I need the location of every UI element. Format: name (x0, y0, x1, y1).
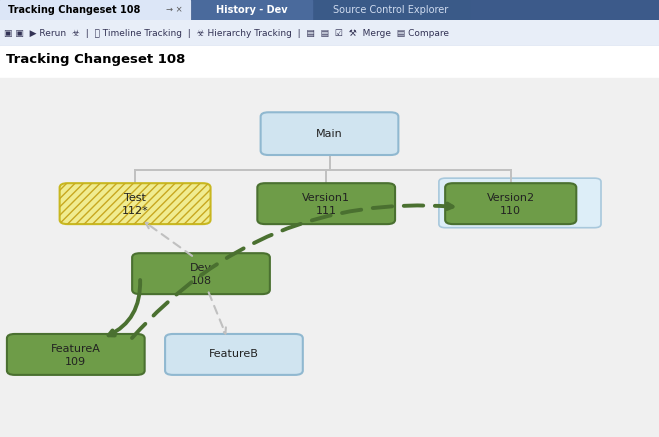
FancyBboxPatch shape (7, 334, 145, 375)
FancyBboxPatch shape (257, 183, 395, 224)
FancyBboxPatch shape (439, 178, 601, 228)
Text: 109: 109 (65, 357, 86, 367)
Text: 110: 110 (500, 206, 521, 216)
Text: Dev: Dev (190, 263, 212, 273)
Text: 111: 111 (316, 206, 337, 216)
Bar (314, 0, 469, 20)
Text: ▣ ▣  ▶ Rerun  ☣  |  ⏰ Timeline Tracking  |  ☣ Hierarchy Tracking  |  ▤  ▤  ☑  ⚒ : ▣ ▣ ▶ Rerun ☣ | ⏰ Timeline Tracking | ☣ … (4, 28, 449, 38)
Text: 108: 108 (190, 276, 212, 286)
FancyBboxPatch shape (59, 183, 211, 224)
FancyBboxPatch shape (445, 183, 576, 224)
Text: FeatureA: FeatureA (51, 343, 101, 354)
FancyBboxPatch shape (132, 253, 270, 294)
Text: Main: Main (316, 128, 343, 139)
Text: Test: Test (124, 193, 146, 203)
Text: Tracking Changeset 108: Tracking Changeset 108 (6, 53, 185, 66)
Text: History - Dev: History - Dev (216, 5, 288, 15)
Text: → ×: → × (166, 6, 183, 14)
Text: Version2: Version2 (486, 193, 535, 203)
Text: FeatureB: FeatureB (209, 350, 259, 359)
Text: 112*: 112* (122, 206, 148, 216)
Bar (192, 0, 312, 20)
Text: Source Control Explorer: Source Control Explorer (333, 5, 449, 15)
Text: Version1: Version1 (302, 193, 350, 203)
FancyBboxPatch shape (261, 112, 398, 155)
Text: Tracking Changeset 108: Tracking Changeset 108 (8, 5, 140, 15)
FancyBboxPatch shape (165, 334, 302, 375)
Bar (0, 0, 190, 20)
